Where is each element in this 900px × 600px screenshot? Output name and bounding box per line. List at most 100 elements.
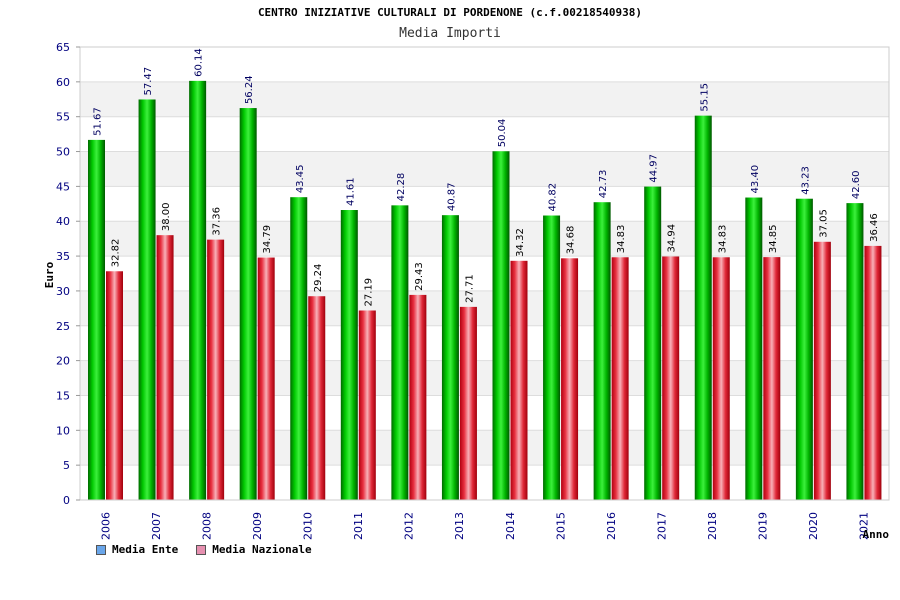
y-axis-title: Euro [43,261,56,288]
bar-media-ente-2018 [694,115,712,501]
data-label-media-nazionale-2015: 34.68 [566,226,577,255]
x-tick-label-2006: 2006 [99,512,112,540]
x-tick-label-2008: 2008 [200,512,213,540]
bar-media-nazionale-2010 [308,296,326,500]
data-label-media-ente-2015: 40.82 [548,183,559,212]
data-label-media-nazionale-2021: 36.46 [869,213,880,242]
bar-media-nazionale-2014 [510,260,528,500]
legend-label-ente: Media Ente [112,543,179,556]
data-label-media-ente-2008: 60.14 [194,48,205,77]
data-label-media-ente-2021: 42.60 [851,170,862,199]
data-label-media-nazionale-2016: 34.83 [616,225,627,254]
x-tick-label-2015: 2015 [554,512,567,540]
bar-media-nazionale-2021 [864,245,882,500]
y-tick-label-35: 35 [56,250,70,263]
axes: 2006 2007 2008 2009 2010 2011 2012 2013 2014 2015… [43,41,890,541]
legend-item-nazionale: Media Nazionale [196,543,312,556]
data-label-media-nazionale-2010: 29.24 [313,264,324,293]
x-tick-label-2016: 2016 [605,512,618,540]
data-label-media-nazionale-2013: 27.71 [464,274,475,303]
data-label-media-ente-2018: 55.15 [699,83,710,112]
data-label-media-nazionale-2007: 38.00 [161,203,172,232]
legend-label-nazionale: Media Nazionale [212,543,312,556]
bar-media-ente-2010 [290,197,308,500]
data-label-media-nazionale-2014: 34.32 [515,228,526,257]
legend: Media Ente Media Nazionale [96,543,312,556]
x-tick-label-2012: 2012 [403,512,416,540]
bar-media-ente-2014 [492,151,510,500]
bar-media-nazionale-2015 [561,258,579,500]
data-label-media-nazionale-2018: 34.83 [717,225,728,254]
bar-media-ente-2012 [391,205,409,500]
data-label-media-nazionale-2009: 34.79 [262,225,273,254]
y-tick-label-15: 15 [56,389,70,402]
data-label-media-ente-2012: 42.28 [396,173,407,202]
y-tick-label-30: 30 [56,285,70,298]
bar-media-ente-2015 [543,215,561,501]
legend-swatch-nazionale [196,544,207,555]
bar-media-ente-2008 [189,80,207,501]
data-label-media-ente-2013: 40.87 [446,183,457,212]
plot-frame [79,46,890,501]
data-label-media-nazionale-2020: 37.05 [818,209,829,238]
x-tick-label-2017: 2017 [655,512,668,540]
data-label-media-ente-2016: 42.73 [598,170,609,199]
data-labels: 51.67 32.82 57.47 38.00 60.14 37.36 56.24 34.79… [93,48,880,306]
data-label-media-ente-2009: 56.24 [244,75,255,104]
bar-media-nazionale-2008 [207,239,225,501]
bar-media-ente-2019 [745,197,763,500]
data-label-media-nazionale-2006: 32.82 [111,239,122,268]
bar-media-nazionale-2012 [409,294,427,500]
x-tick-label-2014: 2014 [504,512,517,540]
x-tick-label-2019: 2019 [757,512,770,540]
y-tick-label-65: 65 [56,41,70,54]
bar-media-nazionale-2019 [763,257,781,500]
y-tick-label-60: 60 [56,76,70,89]
bars [88,80,882,501]
y-tick-label-55: 55 [56,111,70,124]
grid-band [80,81,889,117]
bar-media-ente-2009 [239,108,257,500]
data-label-media-nazionale-2008: 37.36 [212,207,223,236]
bar-media-ente-2020 [795,198,813,500]
bar-media-nazionale-2018 [712,257,730,500]
x-tick-label-2010: 2010 [302,512,315,540]
y-tick-label-5: 5 [63,459,70,472]
bar-media-nazionale-2011 [358,310,376,500]
data-label-media-ente-2007: 57.47 [143,67,154,96]
bar-media-nazionale-2016 [611,257,629,500]
data-label-media-ente-2019: 43.40 [750,165,761,194]
y-tick-label-0: 0 [63,494,70,507]
chart-title: CENTRO INIZIATIVE CULTURALI DI PORDENONE… [257,6,643,19]
y-tick-label-50: 50 [56,146,70,159]
chart-subtitle: Media Importi [399,26,501,41]
bar-media-ente-2021 [846,203,864,500]
data-label-media-ente-2010: 43.45 [295,165,306,194]
x-tick-label-2009: 2009 [251,512,264,540]
x-tick-label-2021: 2021 [858,512,871,540]
x-tick-label-2020: 2020 [807,512,820,540]
y-tick-label-45: 45 [56,180,70,193]
x-tick-label-2007: 2007 [150,512,163,540]
bar-media-nazionale-2017 [662,256,680,500]
bar-media-nazionale-2009 [257,257,275,500]
x-axis-title: Anno [863,528,890,541]
bar-media-ente-2006 [88,139,105,500]
data-label-media-nazionale-2017: 34.94 [667,224,678,253]
x-tick-label-2013: 2013 [453,512,466,540]
bar-media-ente-2007 [138,99,156,501]
bar-media-nazionale-2006 [106,271,123,500]
data-label-media-ente-2017: 44.97 [649,154,660,183]
bar-media-ente-2017 [644,186,662,500]
bar-media-nazionale-2013 [459,306,477,500]
y-tick-label-20: 20 [56,355,70,368]
bar-media-ente-2013 [441,215,459,500]
grid-band [80,151,889,187]
bar-media-nazionale-2020 [813,241,831,501]
bar-media-ente-2011 [340,210,358,500]
bar-media-ente-2016 [593,202,611,500]
data-label-media-ente-2006: 51.67 [93,107,104,136]
y-tick-label-10: 10 [56,424,70,437]
data-label-media-nazionale-2019: 34.85 [768,224,779,253]
